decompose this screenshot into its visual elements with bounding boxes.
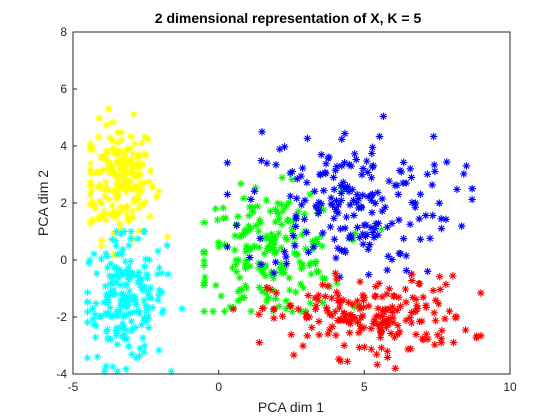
cluster-2-points bbox=[83, 227, 186, 375]
cluster-5-points bbox=[229, 269, 485, 373]
asterisk-marker-group bbox=[86, 105, 171, 259]
y-tick-label: 2 bbox=[60, 196, 67, 210]
x-tick-label: 10 bbox=[503, 380, 517, 394]
asterisk-marker-group bbox=[223, 112, 476, 281]
x-axis-label: PCA dim 1 bbox=[258, 399, 324, 415]
y-axis-ticks: -4 -2 0 2 4 6 8 bbox=[56, 25, 77, 381]
x-axis-ticks: -5 0 5 10 bbox=[68, 370, 517, 394]
y-tick-label: 0 bbox=[60, 253, 67, 267]
asterisk-marker-group bbox=[229, 269, 485, 373]
asterisk-marker-group bbox=[83, 227, 186, 375]
x-tick-label: -5 bbox=[68, 380, 79, 394]
scatter-points bbox=[83, 105, 485, 375]
y-tick-label: 6 bbox=[60, 82, 67, 96]
cluster-1-points bbox=[86, 105, 171, 259]
y-tick-label: -4 bbox=[56, 367, 67, 381]
cluster-4-points bbox=[223, 112, 476, 281]
x-tick-label: 0 bbox=[215, 380, 222, 394]
y-axis-label: PCA dim 2 bbox=[35, 170, 51, 236]
chart-title: 2 dimensional representation of X, K = 5 bbox=[155, 10, 422, 26]
x-tick-label: 5 bbox=[361, 380, 368, 394]
y-tick-label: 4 bbox=[60, 139, 67, 153]
y-tick-label: -2 bbox=[56, 310, 67, 324]
y-tick-label: 8 bbox=[60, 25, 67, 39]
